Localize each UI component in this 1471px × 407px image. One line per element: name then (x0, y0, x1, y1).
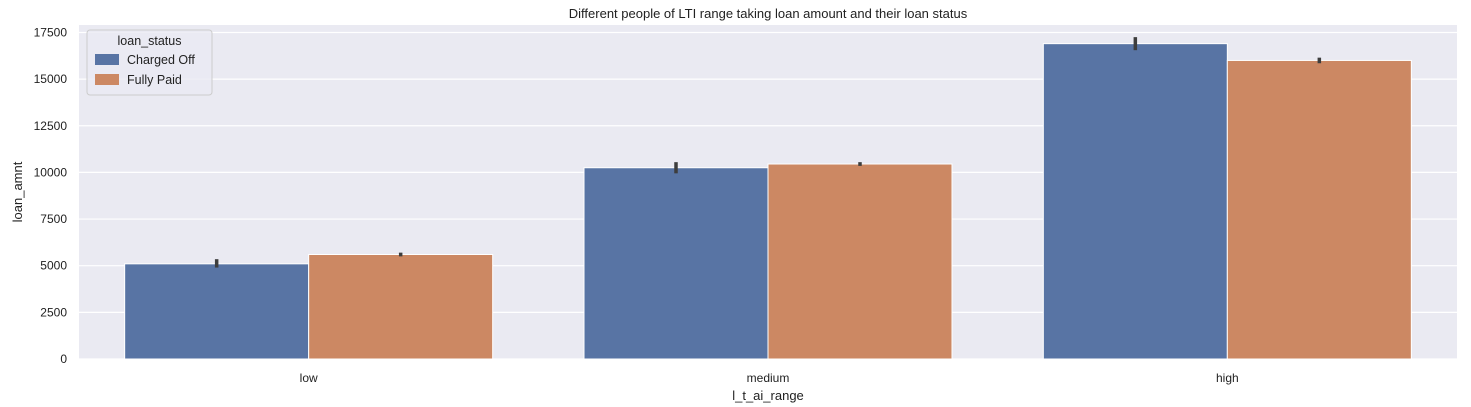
bar (767, 163, 953, 360)
bar (124, 263, 310, 360)
chart-title: Different people of LTI range taking loa… (569, 6, 968, 21)
y-tick-label: 10000 (34, 165, 68, 179)
x-tick-label: low (300, 371, 318, 385)
x-axis-label: l_t_ai_range (732, 388, 804, 403)
y-tick-label: 12500 (34, 119, 68, 133)
y-axis-ticks: 0 2500 5000 7500 10000 12500 15000 17500 (34, 25, 68, 366)
bar (1042, 43, 1228, 360)
y-tick-label: 0 (60, 352, 67, 366)
x-tick-label: high (1216, 371, 1239, 385)
legend-swatch (95, 54, 119, 65)
bar (308, 254, 494, 360)
y-tick-label: 7500 (40, 212, 67, 226)
bar (583, 167, 769, 360)
legend: loan_status Charged Off Fully Paid (86, 29, 213, 96)
y-tick-label: 17500 (34, 25, 68, 39)
legend-swatch (95, 74, 119, 85)
x-tick-label: medium (747, 371, 790, 385)
bars (124, 43, 1412, 360)
legend-item-label: Charged Off (127, 53, 195, 67)
y-axis-label: loan_amnt (10, 161, 25, 222)
x-axis-ticks: low medium high (300, 371, 1239, 385)
bar (1226, 59, 1412, 360)
y-tick-label: 5000 (40, 259, 67, 273)
legend-title: loan_status (118, 34, 182, 48)
y-tick-label: 2500 (40, 305, 67, 319)
y-tick-label: 15000 (34, 72, 68, 86)
error-bars (214, 37, 1322, 268)
legend-item-label: Fully Paid (127, 73, 182, 87)
